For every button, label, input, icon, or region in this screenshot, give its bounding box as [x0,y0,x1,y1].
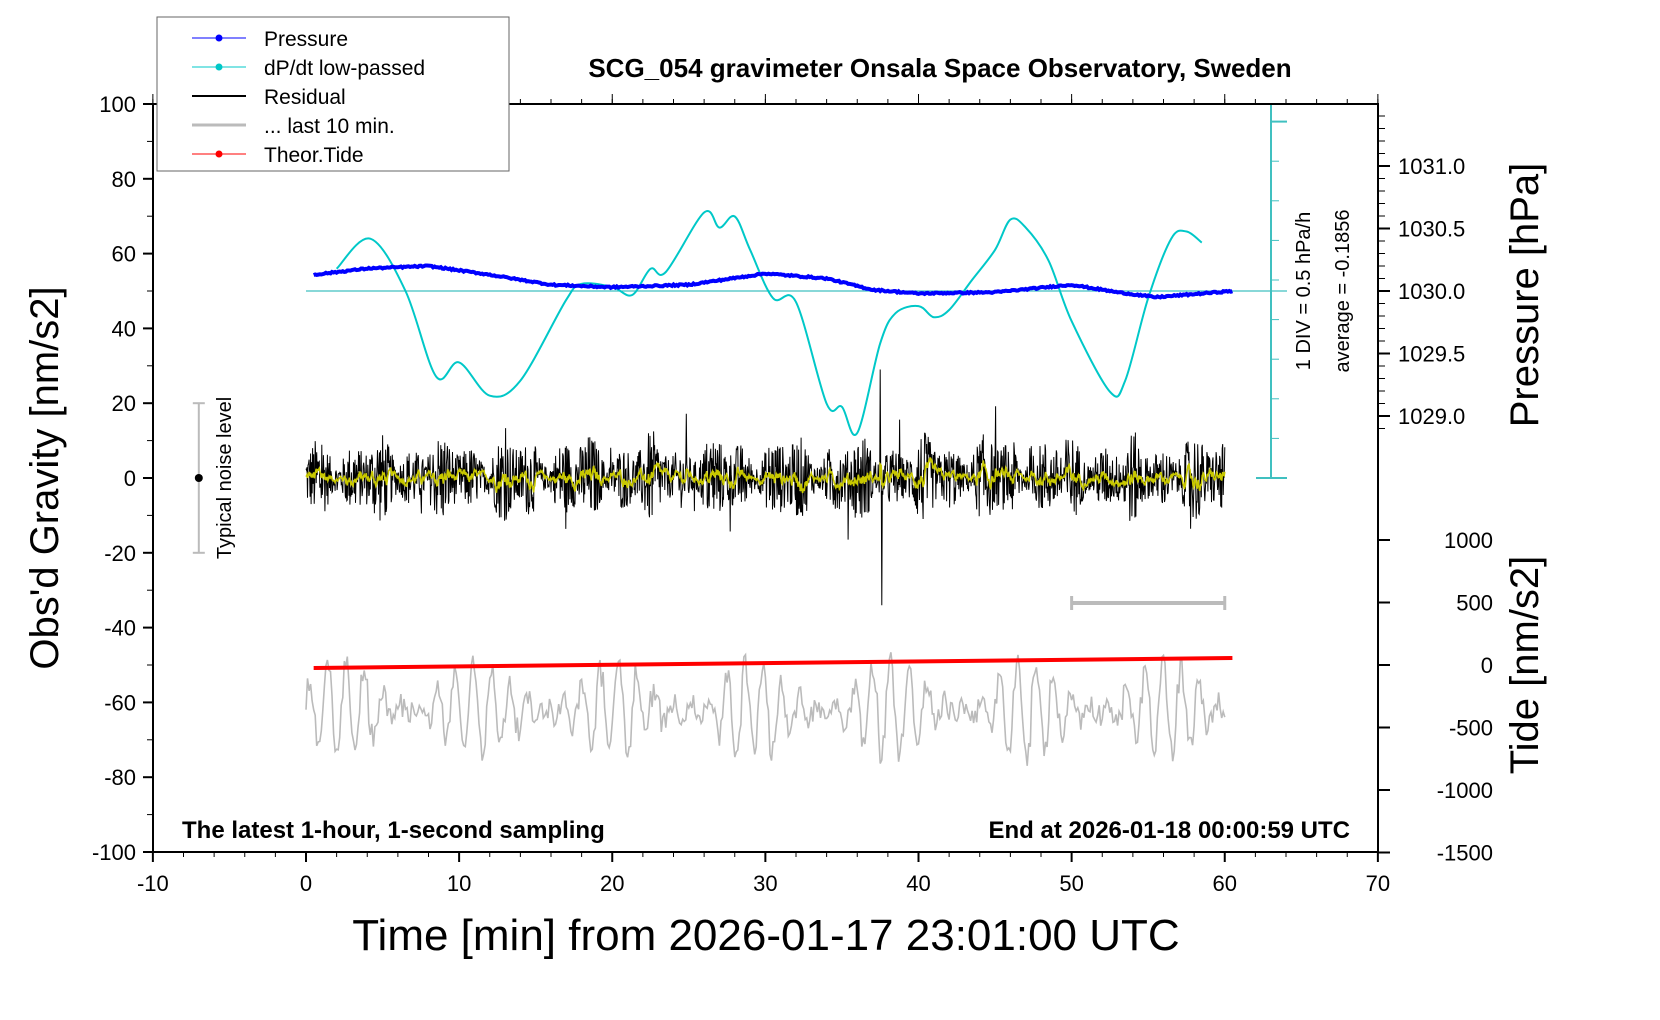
last10-line [305,652,1226,766]
y-tick-label: -60 [104,690,136,715]
legend-label: Theor.Tide [264,144,364,167]
residual-smoothed-line [305,456,1226,494]
x-axis-label: Time [min] from 2026-01-17 23:01:00 UTC [352,911,1179,960]
pressure-axis-label: Pressure [hPa] [1503,163,1547,428]
plot-area [192,104,1287,766]
legend-label: Pressure [264,28,348,51]
legend-box [156,16,510,172]
annotation-end-time: End at 2026-01-18 00:00:59 UTC [989,817,1351,844]
legend-label: ... last 10 min. [264,115,395,138]
x-tick-label: -10 [137,871,169,896]
y-tick-label: 100 [99,92,136,117]
chart-title: SCG_054 gravimeter Onsala Space Observat… [588,53,1291,83]
tide-axis-label: Tide [nm/s2] [1503,556,1547,775]
y-tick-label: -80 [104,765,136,790]
pressure-tick-label: 1030.5 [1398,217,1465,242]
x-tick-label: 40 [906,871,930,896]
legend: Pressure dP/dt low-passed Residual ... last… [156,16,510,172]
pressure-tick-label: 1029.0 [1398,404,1465,429]
y-tick-label: 0 [124,466,136,491]
x-tick-label: 60 [1213,871,1237,896]
tide-tick-label: -1500 [1437,841,1493,866]
tide-tick-label: -500 [1449,716,1493,741]
average-label: average = -0.1856 [1332,210,1354,373]
y-tick-label: 40 [112,316,136,341]
x-tick-label: 20 [600,871,624,896]
pressure-tick-label: 1030.0 [1398,279,1465,304]
y-axis-label: Obs'd Gravity [nm/s2] [23,286,67,669]
noise-label: Typical noise level [214,397,236,559]
legend-marker [215,150,223,158]
y-tick-label: 60 [112,242,136,267]
noise-level-dot [194,474,203,482]
x-tick-label: 70 [1366,871,1390,896]
y-tick-label: -100 [92,840,136,865]
legend-marker [215,63,223,71]
axes: -10 0 10 20 30 40 50 60 70100806040200-20-40-60-… [92,92,1493,896]
tide-tick-label: 0 [1481,653,1493,678]
pressure-tick-label: 1031.0 [1398,154,1465,179]
x-tick-label: 0 [300,871,312,896]
tide-tick-label: 1000 [1444,528,1493,553]
residual-line [305,369,1226,606]
dpdt-line [335,209,1203,437]
pressure-line [312,263,1234,300]
div-label: 1 DIV = 0.5 hPa/h [1293,212,1315,370]
y-tick-label: 20 [112,391,136,416]
y-tick-label: -20 [104,541,136,566]
legend-label: Residual [264,86,346,109]
pressure-tick-label: 1029.5 [1398,342,1465,367]
legend-label: dP/dt low-passed [264,57,425,80]
tide-tick-label: -1000 [1437,778,1493,803]
annotation-sampling: The latest 1-hour, 1-second sampling [182,817,605,844]
x-tick-label: 30 [753,871,777,896]
tide-tick-label: 500 [1456,591,1493,616]
legend-marker [215,34,223,42]
y-tick-label: -40 [104,616,136,641]
y-tick-label: 80 [112,167,136,192]
x-tick-label: 10 [447,871,471,896]
tide-line [313,656,1233,670]
x-tick-label: 50 [1059,871,1083,896]
